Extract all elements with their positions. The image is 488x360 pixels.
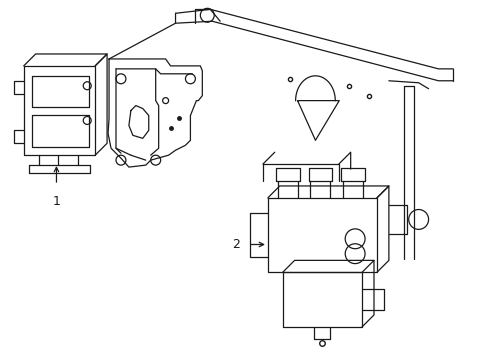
Text: 2: 2 [232,238,240,251]
Text: 1: 1 [52,195,61,208]
